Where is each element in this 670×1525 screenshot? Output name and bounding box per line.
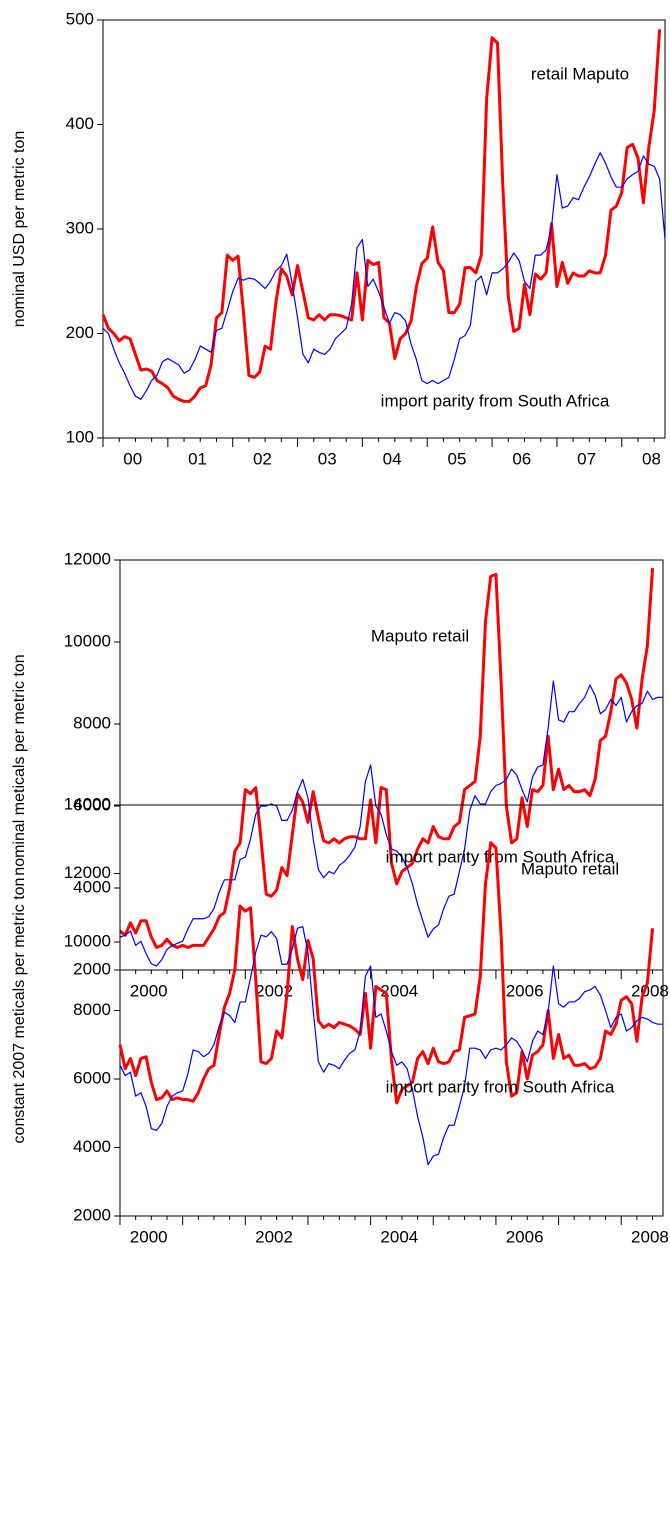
plot-frame bbox=[119, 559, 664, 971]
series-line bbox=[119, 568, 655, 949]
series-line bbox=[119, 680, 663, 967]
y-tick-label: 12000 bbox=[64, 549, 111, 568]
y-tick-label: 4000 bbox=[73, 877, 111, 896]
y-tick-label: 14000 bbox=[64, 794, 111, 813]
x-tick-label: 00 bbox=[123, 449, 142, 468]
annotation: retail Maputo bbox=[531, 64, 629, 83]
y-tick-label: 10000 bbox=[64, 631, 111, 650]
x-tick-label: 01 bbox=[188, 449, 207, 468]
y-tick-label: 2000 bbox=[73, 1205, 111, 1224]
series-line bbox=[119, 925, 663, 1166]
y-tick-label: 100 bbox=[66, 427, 94, 446]
x-tick-label: 05 bbox=[447, 449, 466, 468]
y-axis-label: nominal meticals per metric ton bbox=[11, 654, 28, 875]
x-tick-label: 2004 bbox=[380, 981, 418, 1000]
y-tick-label: 400 bbox=[66, 114, 94, 133]
x-tick-label: 2002 bbox=[255, 981, 293, 1000]
x-tick-label: 2006 bbox=[506, 1227, 544, 1246]
y-tick-label: 8000 bbox=[73, 1000, 111, 1019]
x-tick-label: 2004 bbox=[380, 1227, 418, 1246]
x-tick-label: 07 bbox=[577, 449, 596, 468]
x-tick-label: 2000 bbox=[130, 1227, 168, 1246]
x-tick-label: 2002 bbox=[255, 1227, 293, 1246]
x-tick-label: 2006 bbox=[506, 981, 544, 1000]
series-line bbox=[118, 841, 655, 1105]
x-tick-label: 06 bbox=[512, 449, 531, 468]
series-line bbox=[101, 29, 662, 403]
x-tick-label: 04 bbox=[383, 449, 402, 468]
series-line bbox=[102, 152, 666, 400]
y-axis-label: nominal USD per metric ton bbox=[11, 131, 28, 328]
y-tick-label: 200 bbox=[66, 323, 94, 342]
y-tick-label: 500 bbox=[66, 9, 94, 28]
y-tick-label: 300 bbox=[66, 218, 94, 237]
x-tick-label: 02 bbox=[253, 449, 272, 468]
annotation: import parity from South Africa bbox=[386, 847, 615, 866]
annotation: Maputo retail bbox=[371, 626, 469, 645]
x-tick-label: 2000 bbox=[130, 981, 168, 1000]
annotation: import parity from South Africa bbox=[381, 391, 610, 410]
plot-frame bbox=[102, 19, 666, 439]
y-tick-label: 6000 bbox=[73, 795, 111, 814]
y-tick-label: 12000 bbox=[64, 863, 111, 882]
y-tick-label: 4000 bbox=[73, 1137, 111, 1156]
x-tick-label: 03 bbox=[318, 449, 337, 468]
y-tick-label: 6000 bbox=[73, 1068, 111, 1087]
y-tick-label: 2000 bbox=[73, 959, 111, 978]
y-axis-label: constant 2007 meticals per metric ton bbox=[11, 878, 28, 1144]
y-tick-label: 8000 bbox=[73, 713, 111, 732]
x-tick-label: 2008 bbox=[631, 1227, 669, 1246]
annotation: Maputo retail bbox=[521, 859, 619, 878]
annotation: import parity from South Africa bbox=[386, 1077, 615, 1096]
x-tick-label: 08 bbox=[642, 449, 661, 468]
x-tick-label: 2008 bbox=[631, 981, 669, 1000]
y-tick-label: 10000 bbox=[64, 931, 111, 950]
